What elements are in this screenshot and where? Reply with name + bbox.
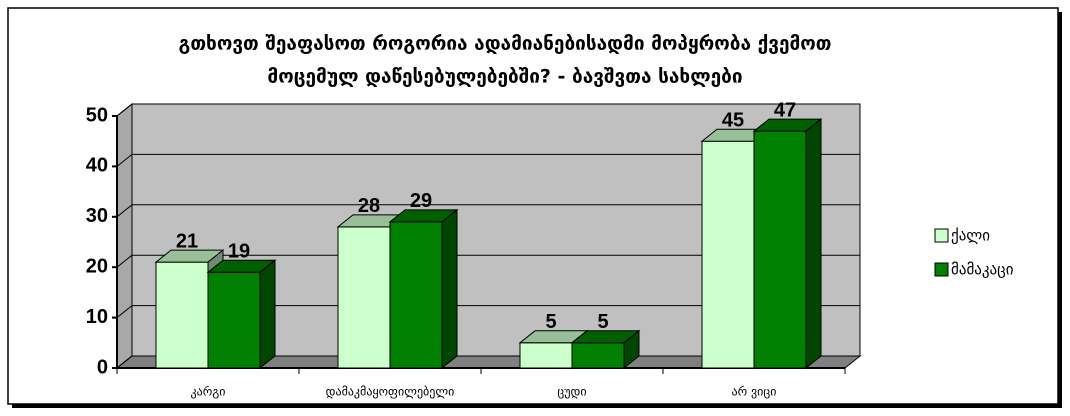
y-tick-label: 30 <box>86 205 108 227</box>
legend-label: ქალი <box>951 227 990 245</box>
side-wall <box>116 102 133 370</box>
bar <box>337 226 391 369</box>
bar-side <box>623 329 640 370</box>
x-tick-label: ცუდი <box>557 385 586 399</box>
legend-swatch <box>934 262 949 277</box>
y-tick-label: 10 <box>86 306 108 328</box>
legend-label: მამაკაცი <box>951 261 1014 279</box>
bar-side <box>805 118 822 370</box>
value-label: 28 <box>358 195 380 217</box>
y-tick-label: 50 <box>86 104 108 126</box>
value-label: 21 <box>176 230 198 252</box>
y-tick-label: 0 <box>97 356 108 378</box>
value-label: 5 <box>597 311 608 333</box>
value-label: 45 <box>722 109 744 131</box>
grid-line <box>116 355 133 369</box>
grid-line <box>116 254 133 268</box>
grid-line <box>116 305 133 318</box>
grid-line <box>116 103 133 117</box>
bar <box>753 130 807 369</box>
bar <box>155 261 209 369</box>
x-tick-label: არ ვიცი <box>732 385 777 399</box>
bar-side <box>441 208 458 370</box>
bar <box>701 140 755 369</box>
y-tick-label: 20 <box>86 255 108 277</box>
x-tick-label: დამაკმაყოფილებელი <box>326 385 455 399</box>
bar <box>389 221 443 369</box>
value-label: 47 <box>774 99 796 121</box>
value-label: 29 <box>410 190 432 212</box>
grid-line <box>116 154 133 167</box>
bar <box>519 342 573 369</box>
bar <box>571 342 625 369</box>
grid-line <box>116 204 133 218</box>
legend-swatch <box>934 228 949 243</box>
bar <box>207 271 261 369</box>
value-label: 5 <box>545 311 556 333</box>
y-tick-label: 40 <box>86 155 108 177</box>
chart-title: გთხოვთ შეაფასოთ როგორია ადამიანებისადმი … <box>179 33 832 55</box>
value-label: 19 <box>228 241 250 263</box>
bar-side <box>259 259 276 370</box>
chart-title: მოცემულ დაწესებულებებში? - ბავშვთა სახლე… <box>267 66 742 88</box>
x-tick-label: კარგი <box>191 385 226 399</box>
